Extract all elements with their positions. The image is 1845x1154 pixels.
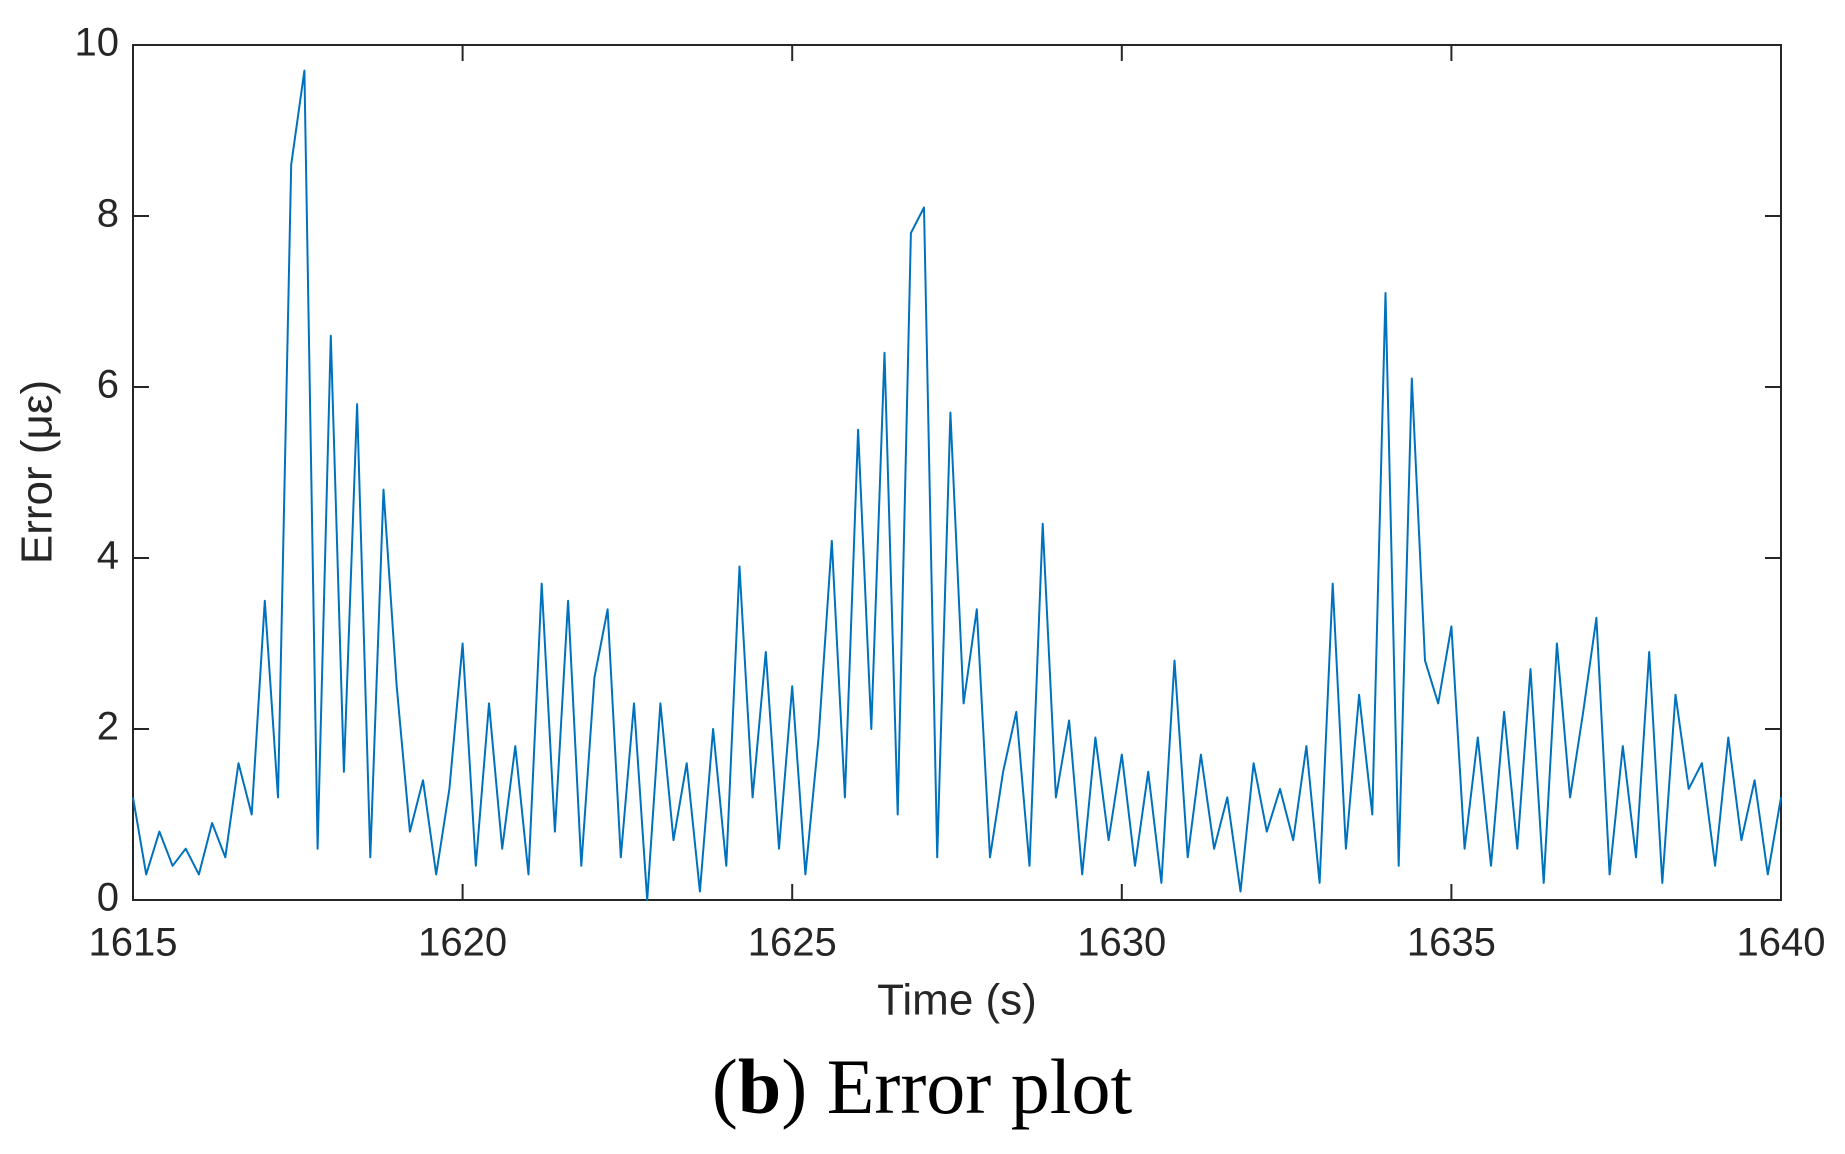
y-tick-label: 6 — [97, 363, 119, 407]
x-tick-label: 1630 — [1077, 921, 1166, 965]
y-tick-label: 0 — [97, 876, 119, 920]
y-tick-label: 8 — [97, 192, 119, 236]
y-tick-label: 4 — [97, 534, 119, 578]
x-tick-label: 1640 — [1737, 921, 1826, 965]
y-tick-label: 10 — [75, 21, 120, 65]
x-tick-label: 1615 — [89, 921, 178, 965]
x-tick-label: 1635 — [1407, 921, 1496, 965]
x-tick-label: 1620 — [418, 921, 507, 965]
caption-letter: b — [738, 1043, 781, 1130]
plot-frame — [132, 44, 1782, 901]
x-tick-label: 1625 — [748, 921, 837, 965]
x-axis-label: Time (s) — [877, 976, 1037, 1025]
caption-text: ) Error plot — [781, 1043, 1132, 1130]
y-tick-label: 2 — [97, 705, 119, 749]
caption-prefix: ( — [712, 1043, 738, 1130]
caption: (b) Error plot — [712, 1043, 1133, 1130]
y-axis-label: Error (με) — [13, 380, 62, 564]
data-line — [132, 69, 1782, 901]
